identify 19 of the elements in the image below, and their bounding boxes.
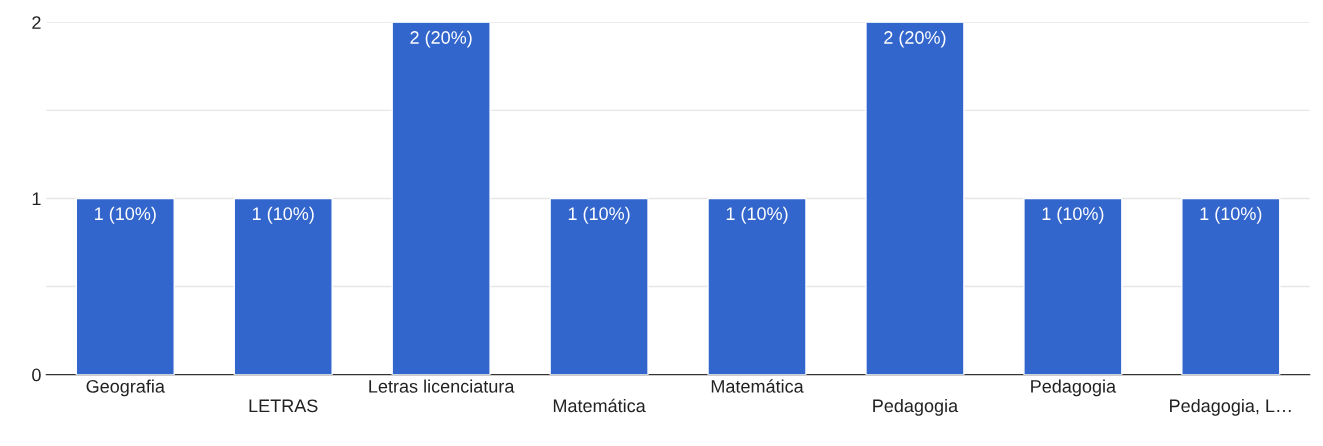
x-tick-label: Matemática [553, 398, 646, 413]
data-label: 2 (20%) [884, 30, 946, 48]
y-tick-label: 0 [32, 368, 41, 382]
data-label: 1 (10%) [95, 206, 156, 224]
data-label: 1 (10%) [1042, 206, 1104, 224]
y-tick-label: 2 [32, 16, 41, 29]
x-tick-label: LETRAS [249, 399, 318, 413]
x-tick-label: Geografia [86, 379, 165, 397]
x-tick-label: Pedagogia [873, 398, 959, 416]
y-tick-label: 1 [32, 192, 41, 206]
data-label: 2 (20%) [410, 30, 472, 48]
x-tick-label: Pedagogia, L… [1170, 398, 1291, 416]
data-label: 1 (10%) [726, 206, 788, 224]
x-tick-label: Letras licenciatura [369, 379, 515, 393]
data-label: 1 (10%) [1200, 206, 1262, 224]
data-label: 1 (10%) [252, 206, 314, 224]
x-tick-label: Matemática [711, 379, 804, 393]
data-label: 1 (10%) [568, 206, 630, 224]
x-tick-label: Pedagogia [1031, 379, 1117, 397]
